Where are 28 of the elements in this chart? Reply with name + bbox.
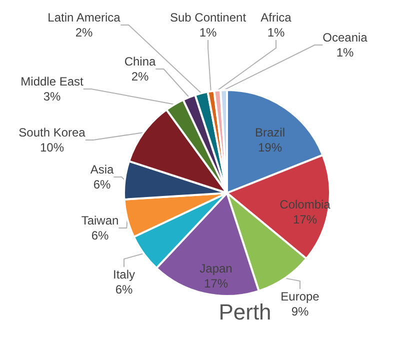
slice-label: Sub Continent xyxy=(170,10,247,24)
text: Perth xyxy=(218,300,272,324)
data-label: 2% xyxy=(75,26,93,40)
slice-label: China xyxy=(124,54,156,68)
data-label: 9% xyxy=(291,304,309,318)
slice-label: Africa xyxy=(260,10,292,24)
slice-label: Europe xyxy=(280,290,320,304)
data-label: 6% xyxy=(93,178,111,192)
data-label: 1% xyxy=(199,26,217,40)
data-label: 1% xyxy=(267,26,285,40)
data-label: 2% xyxy=(131,70,149,84)
data-label: 19% xyxy=(258,140,282,154)
slice-label: Italy xyxy=(112,268,136,282)
data-label: 17% xyxy=(292,212,318,226)
data-label: 1% xyxy=(336,46,354,60)
slice-label: Japan xyxy=(200,262,232,276)
slice-label: Oceania xyxy=(322,30,368,44)
data-label: 17% xyxy=(204,276,228,290)
slice-label: Taiwan xyxy=(81,214,119,228)
slice-label: Asia xyxy=(90,162,114,176)
slice-label: Latin America xyxy=(48,10,121,24)
slice-label: Brazil xyxy=(254,126,286,140)
data-label: 10% xyxy=(40,140,64,154)
data-label: 6% xyxy=(91,228,109,242)
slice-label: South Korea xyxy=(18,126,86,140)
data-label: 3% xyxy=(43,90,61,104)
slice-label: Middle East xyxy=(20,74,84,88)
data-label: 6% xyxy=(115,282,133,296)
